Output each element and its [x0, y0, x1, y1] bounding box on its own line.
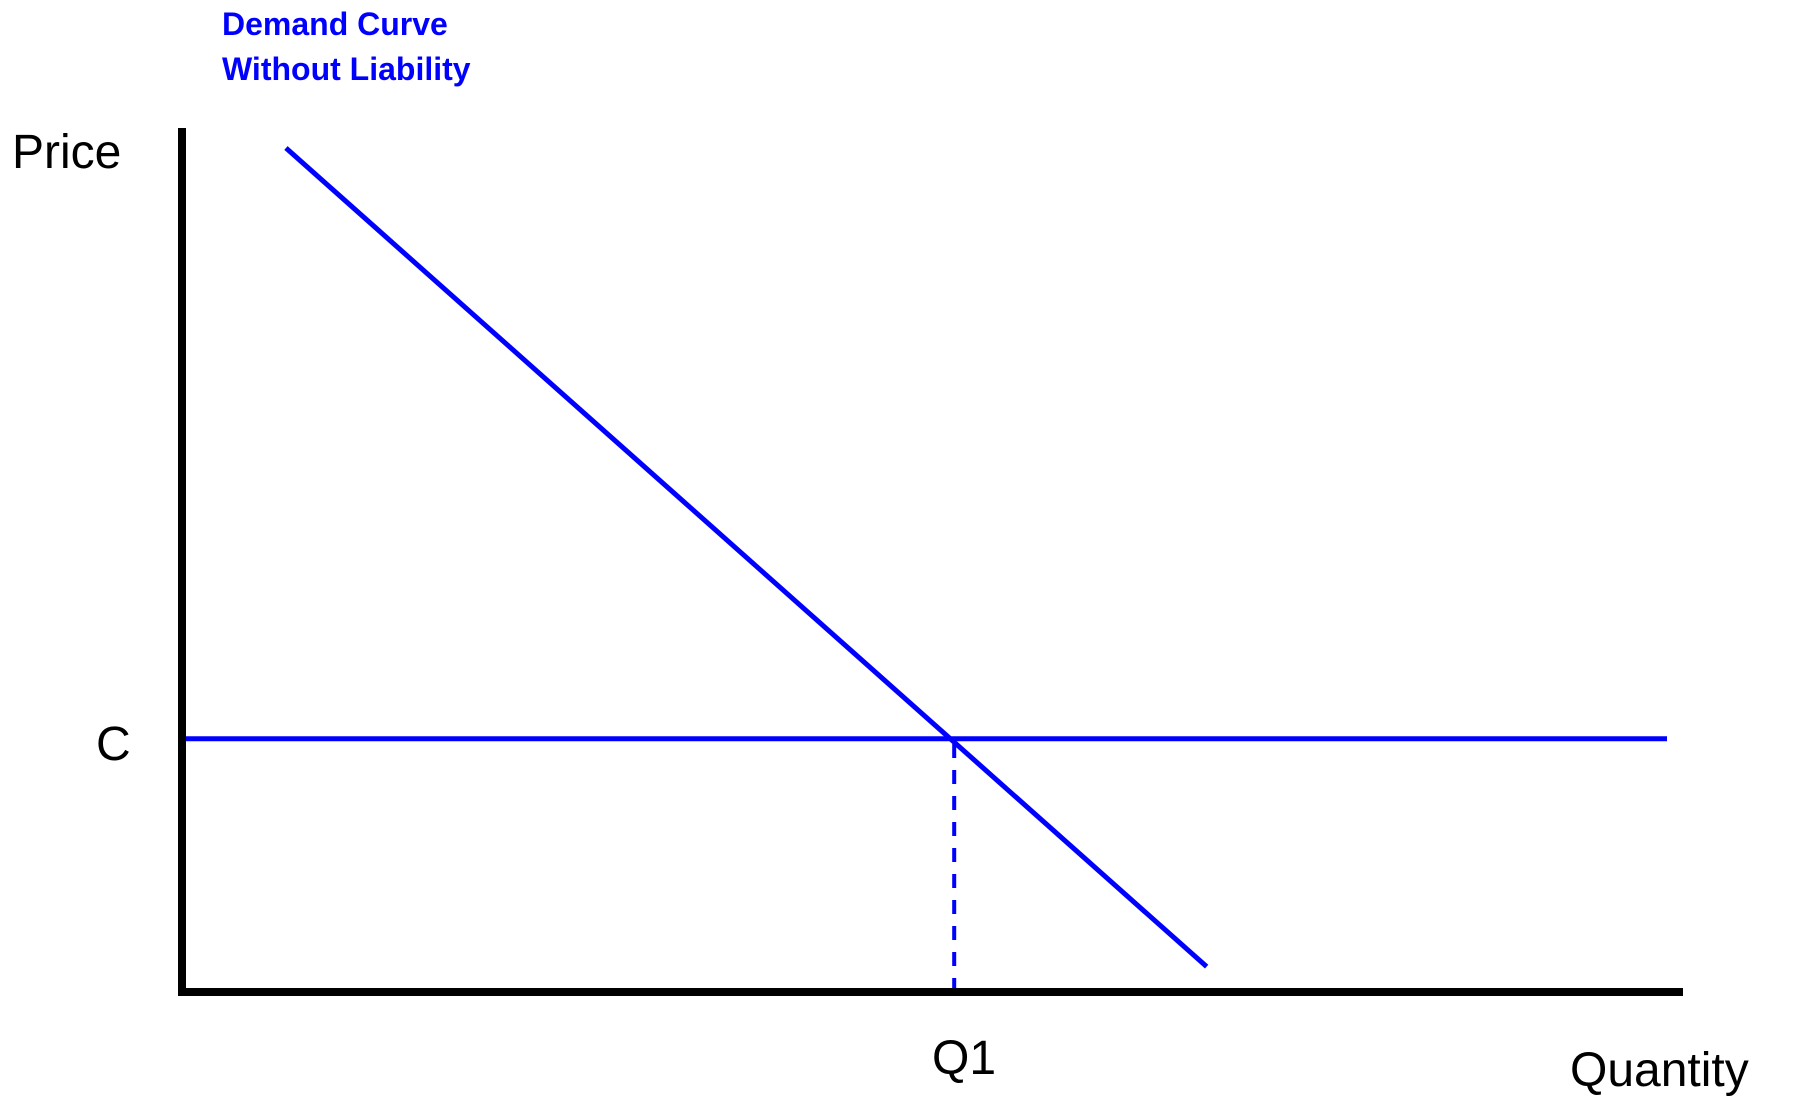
x-axis-title: Quantity — [1570, 1044, 1749, 1097]
x-tick-label-q1: Q1 — [932, 1032, 996, 1085]
y-tick-label-c: C — [96, 718, 131, 771]
demand-curve-line — [284, 146, 1209, 969]
demand-curve-label-line-1: Demand Curve — [222, 6, 448, 42]
demand-curve-label-line-2: Without Liability — [222, 51, 471, 87]
y-axis-title: Price — [12, 126, 121, 179]
